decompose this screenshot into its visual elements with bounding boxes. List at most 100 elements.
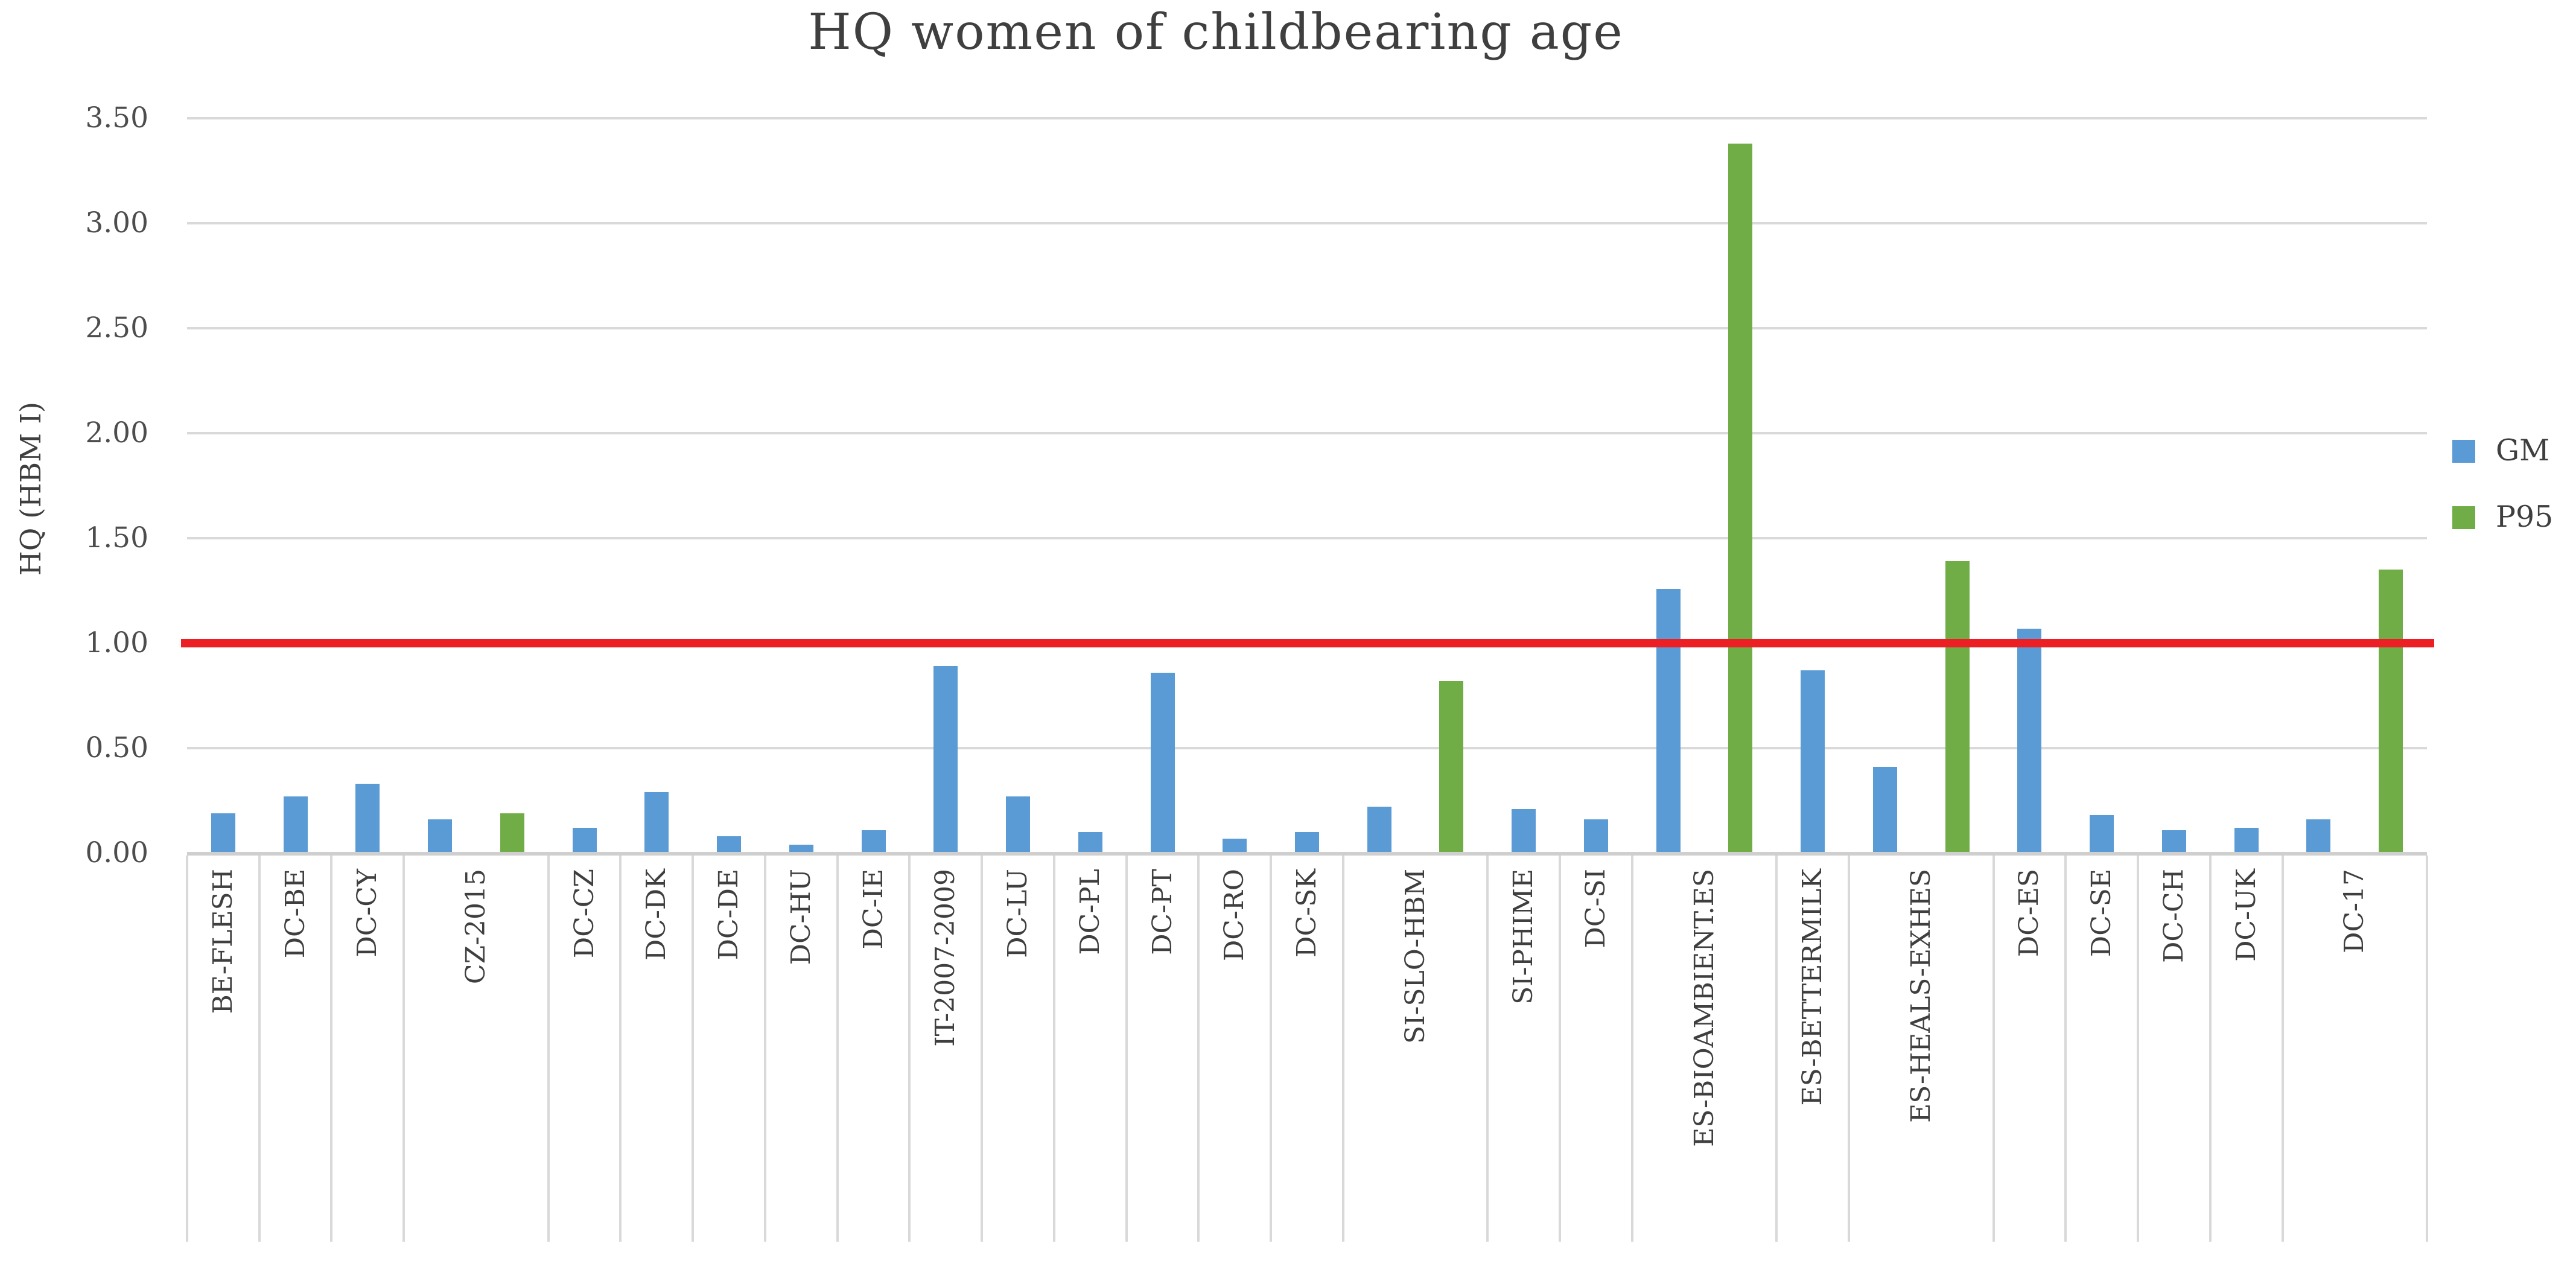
gridline-1.50 [187, 537, 2427, 539]
category-label-DC-LU: DC-LU [1002, 869, 1034, 958]
bar-gm-IT-2007-2009 [933, 666, 958, 853]
category-label-ES-BETTERMILK: ES-BETTERMILK [1797, 869, 1828, 1106]
y-tick-label-1.00: 1.00 [85, 626, 148, 659]
gridline-0.50 [187, 747, 2427, 749]
category-separator-14 [1270, 856, 1273, 1242]
category-separator-11 [1052, 856, 1055, 1242]
y-axis-title: HQ (HBM I) [14, 401, 48, 576]
bar-gm-DC-SK [1295, 832, 1319, 853]
category-label-SI-PHIME: SI-PHIME [1508, 869, 1539, 1005]
category-label-DC-UK: DC-UK [2230, 869, 2262, 962]
bar-gm-DC-CY [355, 784, 380, 853]
chart-title: HQ women of childbearing age [808, 4, 1624, 61]
category-separator-15 [1341, 856, 1344, 1242]
category-separator-0 [186, 856, 188, 1242]
category-separator-21 [1992, 856, 1995, 1242]
bar-p95-ES-BIOAMBIENT.ES [1728, 143, 1753, 853]
category-separator-18 [1630, 856, 1633, 1242]
category-separator-8 [836, 856, 839, 1242]
category-label-DC-SK: DC-SK [1291, 869, 1322, 958]
category-separator-9 [908, 856, 911, 1242]
legend-swatch-P95 [2452, 506, 2475, 529]
bar-gm-DC-PL [1078, 832, 1102, 853]
gridline-3.50 [187, 117, 2427, 119]
bar-gm-DC-DK [644, 792, 669, 853]
category-separator-12 [1125, 856, 1128, 1242]
gridline-2.50 [187, 327, 2427, 329]
category-label-DC-CZ: DC-CZ [568, 869, 600, 959]
category-separator-22 [2064, 856, 2067, 1242]
category-separator-19 [1775, 856, 1778, 1242]
legend-swatch-GM [2452, 440, 2475, 463]
category-separator-6 [692, 856, 695, 1242]
bar-p95-CZ-2015 [500, 813, 524, 853]
bar-gm-DC-LU [1006, 796, 1031, 853]
category-separator-20 [1848, 856, 1851, 1242]
bar-gm-ES-HEALS-EXHES [1872, 767, 1897, 853]
bar-gm-ES-BIOAMBIENT.ES [1656, 588, 1681, 853]
category-separator-2 [330, 856, 333, 1242]
bar-gm-DC-BE [283, 796, 308, 853]
bar-gm-ES-BETTERMILK [1801, 670, 1825, 853]
bar-p95-ES-HEALS-EXHES [1945, 561, 1970, 853]
bar-gm-DC-17 [2306, 819, 2331, 853]
bar-gm-DC-CH [2161, 830, 2186, 853]
category-separator-3 [402, 856, 405, 1242]
category-label-CZ-2015: CZ-2015 [460, 869, 491, 985]
category-label-DC-PL: DC-PL [1074, 869, 1105, 955]
y-tick-label-0.00: 0.00 [85, 836, 148, 869]
category-label-DC-BE: DC-BE [279, 869, 311, 959]
category-label-ES-BIOAMBIENT.ES: ES-BIOAMBIENT.ES [1688, 869, 1720, 1147]
category-label-DC-HU: DC-HU [785, 869, 816, 965]
category-label-DC-DE: DC-DE [713, 869, 745, 961]
x-axis-line [187, 852, 2427, 856]
y-tick-label-1.50: 1.50 [85, 521, 148, 554]
category-separator-4 [547, 856, 550, 1242]
category-separator-24 [2209, 856, 2212, 1242]
legend-label-P95: P95 [2496, 500, 2554, 534]
category-label-DC-DK: DC-DK [641, 869, 672, 961]
category-separator-10 [981, 856, 984, 1242]
category-separator-5 [619, 856, 622, 1242]
category-label-DC-PT: DC-PT [1146, 869, 1178, 955]
legend-label-GM: GM [2496, 433, 2550, 468]
bar-gm-SI-PHIME [1512, 808, 1536, 853]
category-label-ES-HEALS-EXHES: ES-HEALS-EXHES [1905, 869, 1936, 1123]
category-separator-7 [763, 856, 766, 1242]
category-label-DC-ES: DC-ES [2014, 869, 2045, 958]
bar-gm-BE-FLESH [211, 813, 235, 853]
y-tick-label-3.50: 3.50 [85, 101, 148, 135]
y-tick-label-2.50: 2.50 [85, 311, 148, 345]
y-tick-label-0.50: 0.50 [85, 731, 148, 764]
bar-gm-DC-SE [2090, 815, 2114, 853]
y-tick-label-3.00: 3.00 [85, 206, 148, 240]
bar-gm-SI-SLO-HBM [1367, 807, 1391, 853]
category-separator-26 [2426, 856, 2428, 1242]
category-label-IT-2007-2009: IT-2007-2009 [930, 869, 961, 1047]
bar-p95-SI-SLO-HBM [1439, 681, 1464, 853]
bar-p95-DC-17 [2379, 570, 2403, 853]
bar-gm-DC-UK [2234, 828, 2259, 853]
category-label-DC-SE: DC-SE [2086, 869, 2117, 958]
category-separator-13 [1197, 856, 1200, 1242]
bar-gm-DC-CZ [572, 828, 597, 853]
bar-gm-DC-PT [1150, 672, 1175, 853]
bar-gm-DC-HU [789, 845, 813, 853]
category-separator-1 [258, 856, 261, 1242]
category-separator-17 [1559, 856, 1562, 1242]
category-label-DC-17: DC-17 [2339, 869, 2370, 953]
gridline-2.00 [187, 432, 2427, 434]
bar-gm-DC-DE [717, 836, 742, 853]
category-label-DC-RO: DC-RO [1219, 869, 1250, 962]
category-separator-23 [2137, 856, 2140, 1242]
bar-gm-DC-IE [861, 830, 886, 853]
category-label-DC-CH: DC-CH [2158, 869, 2189, 963]
category-separator-16 [1486, 856, 1489, 1242]
bar-gm-CZ-2015 [428, 819, 453, 853]
y-tick-label-2.00: 2.00 [85, 416, 148, 449]
category-separator-25 [2281, 856, 2284, 1242]
reference-line [181, 639, 2434, 647]
category-label-DC-CY: DC-CY [352, 869, 383, 958]
category-label-SI-SLO-HBM: SI-SLO-HBM [1399, 869, 1431, 1044]
